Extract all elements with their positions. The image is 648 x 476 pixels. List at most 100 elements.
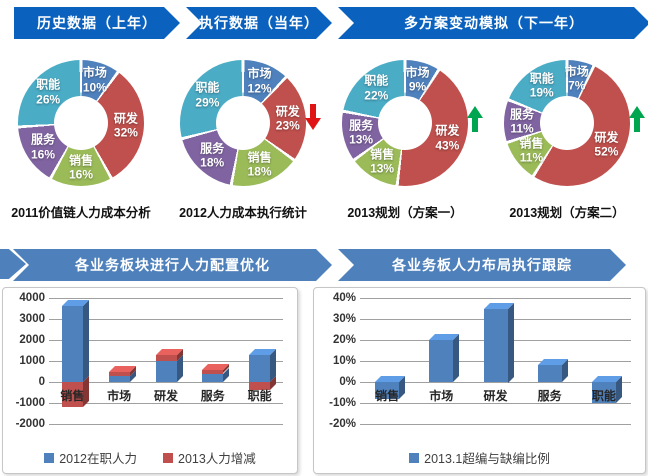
slice-label-职能: 职能 29% <box>195 81 220 110</box>
y-axis-tick-label: -10% <box>329 397 356 409</box>
bar-segment-研发-2013人力增减 <box>155 354 177 361</box>
bar-side-face <box>507 302 514 382</box>
bar-segment-销售-2013.1超编与缺编比例 <box>375 382 400 399</box>
legend-swatch <box>409 452 420 463</box>
slice-label-研发: 研发 52% <box>594 130 619 159</box>
bar-segment-研发-2012在职人力 <box>155 361 177 382</box>
donut-hole <box>378 96 432 150</box>
bar-chart-staffing-ratio: -20% -10% 0% 10% 20% 30% 40% 销售 市场 研发 服务 职能 <box>314 288 645 440</box>
gridline <box>49 340 283 341</box>
legend-label: 2013.1超编与缺编比例 <box>424 452 550 466</box>
slice-label-职能: 职能 26% <box>36 77 61 107</box>
y-axis-tick-label: 20% <box>332 334 356 346</box>
y-axis-tick-label: 1000 <box>19 355 45 367</box>
gridline <box>360 382 631 383</box>
bar-segment-职能-2013.1超编与缺编比例 <box>591 382 616 403</box>
slice-label-服务: 服务 11% <box>510 107 535 136</box>
category-label-销售: 销售 <box>375 389 400 403</box>
gridline <box>360 424 631 425</box>
trend-down-icon <box>305 104 321 134</box>
donut-hole <box>54 96 108 150</box>
donut-title-2013-plan-1: 2013规划（方案一） <box>347 206 463 220</box>
category-label-销售: 销售 <box>60 389 85 403</box>
y-axis-tick-label: 10% <box>332 355 356 367</box>
bar-segment-服务-2013.1超编与缺编比例 <box>537 365 562 382</box>
bar-segment-市场-2013.1超编与缺编比例 <box>429 340 454 382</box>
legend-headcount: 2012在职人力 2013人力增减 <box>3 448 297 467</box>
banner-scenario-simulation-label: 多方案变动模拟（下一年） <box>404 15 584 31</box>
bar-segment-服务-2012在职人力 <box>202 373 224 382</box>
slice-label-销售: 销售 11% <box>519 136 544 165</box>
slice-label-研发: 研发 32% <box>113 111 138 140</box>
slice-label-市场: 市场 7% <box>564 64 589 94</box>
bar-chart-panel-row: -2000 -1000 0 1000 2000 3000 4000 销售 市场 研发 服务 职能 20… <box>2 287 646 474</box>
donut-chart-2013-plan-2: 市场 7% 研发 52% 销售 11% 服务 11% 职能 19% <box>486 56 648 190</box>
y-axis-tick-label: 0% <box>339 376 356 388</box>
donut-2013b-ring: 市场 7% 研发 52% 销售 11% 服务 11% 职能 19% <box>504 60 630 186</box>
slice-label-服务: 服务 18% <box>200 141 225 170</box>
gridline <box>49 424 283 425</box>
y-axis-tick-label: -1000 <box>15 397 45 409</box>
category-label-研发: 研发 <box>153 389 179 403</box>
legend-label: 2013人力增减 <box>178 452 256 466</box>
bar-segment-服务-2013人力增减 <box>202 370 224 374</box>
slice-label-职能: 职能 22% <box>364 73 389 103</box>
gridline <box>49 298 283 299</box>
bar-segment-销售-2013人力增减 <box>61 382 83 408</box>
y-axis-tick-label: 30% <box>332 313 356 325</box>
y-axis-tick-label: 2000 <box>19 334 45 346</box>
category-label-职能: 职能 <box>591 389 616 403</box>
slice-label-市场: 市场 12% <box>247 66 272 96</box>
panel-staffing-ratio-chart: -20% -10% 0% 10% 20% 30% 40% 销售 市场 研发 服务 职能 2013.1超… <box>313 287 646 474</box>
banner-historical-data-label: 历史数据（上年） <box>37 15 157 31</box>
legend-item-2013.1超编与缺编比例: 2013.1超编与缺编比例 <box>409 448 550 467</box>
bar-side-face <box>453 334 460 382</box>
gridline <box>49 319 283 320</box>
panel-headcount-chart: -2000 -1000 0 1000 2000 3000 4000 销售 市场 研发 服务 职能 20… <box>2 287 298 474</box>
banner-execution-tracking-label: 各业务板人力布局执行跟踪 <box>392 257 572 273</box>
slice-label-服务: 服务 16% <box>30 132 56 162</box>
gridline <box>49 403 283 404</box>
donut-2011-ring: 市场 10% 研发 32% 销售 16% 服务 16% 职能 26% <box>18 60 144 186</box>
slice-label-销售: 销售 13% <box>370 147 395 176</box>
legend-swatch <box>44 452 55 463</box>
slice-label-市场: 市场 9% <box>405 65 430 94</box>
process-banner-row: 历史数据（上年） 执行数据（当年） 多方案变动模拟（下一年） <box>14 7 648 39</box>
bar-segment-职能-2012在职人力 <box>249 354 271 382</box>
bar-chart-headcount: -2000 -1000 0 1000 2000 3000 4000 销售 市场 研发 服务 职能 <box>3 288 297 440</box>
gridline <box>360 298 631 299</box>
bar-segment-销售-2012在职人力 <box>61 306 83 382</box>
banner-execution-tracking: 各业务板人力布局执行跟踪 <box>338 249 626 281</box>
donut-2012-ring: 市场 12% 研发 23% 销售 18% 服务 18% 职能 29% <box>180 60 306 186</box>
gridline <box>360 403 631 404</box>
trend-up-icon <box>629 104 645 134</box>
y-axis-tick-label: -20% <box>329 418 356 430</box>
bar-top-face <box>483 302 514 309</box>
donut-chart-row: 市场 10% 研发 32% 销售 16% 服务 16% 职能 26% 市场 12% 研发 23% 销售 18… <box>0 56 648 190</box>
gridline <box>49 382 283 383</box>
donut-title-row: 2011价值链人力成本分析 2012人力成本执行统计 2013规划（方案一） 2… <box>0 202 648 221</box>
y-axis-tick-label: 3000 <box>19 313 45 325</box>
slice-label-市场: 市场 10% <box>82 65 107 95</box>
slice-label-职能: 职能 19% <box>529 71 554 100</box>
bar-segment-市场-2013人力增减 <box>108 371 130 376</box>
bar-segment-职能-2013人力增减 <box>249 382 271 391</box>
banner-execution-data: 执行数据（当年） <box>186 7 332 39</box>
legend-swatch <box>163 452 173 463</box>
donut-title-2012: 2012人力成本执行统计 <box>179 206 307 220</box>
slice-label-研发: 研发 23% <box>275 104 300 133</box>
bottom-banner-row: 各业务板块进行人力配置优化 各业务板人力布局执行跟踪 <box>0 249 648 279</box>
slice-label-研发: 研发 43% <box>435 123 460 153</box>
legend-item-2012在职人力: 2012在职人力 <box>44 448 137 467</box>
category-label-市场: 市场 <box>107 389 132 403</box>
donut-title-2011: 2011价值链人力成本分析 <box>11 206 151 220</box>
legend-label: 2012在职人力 <box>59 452 137 466</box>
banner-execution-data-label: 执行数据（当年） <box>199 15 319 31</box>
trend-up-icon <box>467 104 483 134</box>
category-label-职能: 职能 <box>247 389 272 403</box>
donut-chart-2013-plan-1: 市场 9% 研发 43% 销售 13% 服务 13% 职能 22% <box>324 56 486 190</box>
donut-2013a-ring: 市场 9% 研发 43% 销售 13% 服务 13% 职能 22% <box>342 60 468 186</box>
y-axis-tick-label: 4000 <box>19 292 45 304</box>
donut-hole <box>540 96 594 150</box>
category-label-服务: 服务 <box>537 389 562 403</box>
